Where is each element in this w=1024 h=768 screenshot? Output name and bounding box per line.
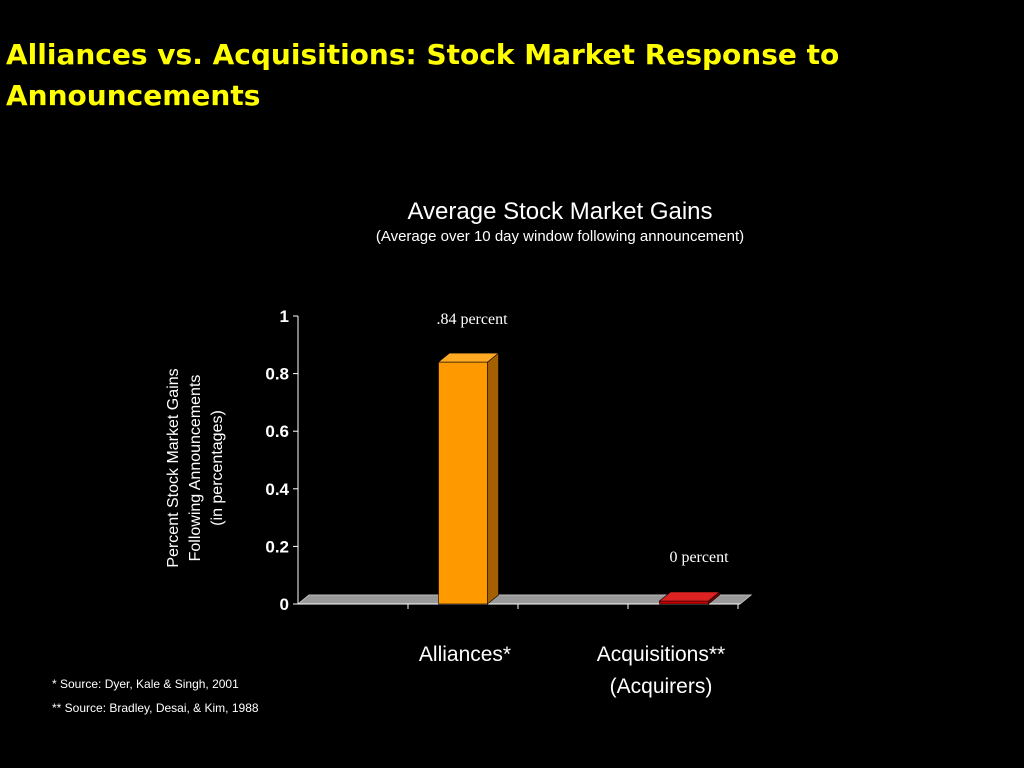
chart-title: Average Stock Market Gains [407, 198, 713, 225]
y-tick-label: 0 [280, 595, 289, 614]
data-label: .84 percent [436, 311, 508, 328]
y-tick-label: 1 [280, 307, 289, 326]
footnote-2: ** Source: Bradley, Desai, & Kim, 1988 [52, 701, 259, 715]
bar-group [658, 591, 721, 605]
bar [659, 600, 709, 605]
bar [438, 361, 488, 605]
chart-subtitle: (Average over 10 day window following an… [375, 228, 745, 245]
footnote-1: * Source: Dyer, Kale & Singh, 2001 [52, 677, 239, 691]
y-tick-label: 0.4 [265, 480, 289, 499]
x-category-label: Acquisitions** [597, 643, 725, 666]
bar-top [437, 352, 500, 363]
y-tick-label: 0.2 [265, 537, 289, 556]
slide-title: Alliances vs. Acquisitions: Stock Market… [6, 38, 840, 112]
bar-group [437, 352, 500, 605]
bar-top [658, 591, 721, 602]
data-label: 0 percent [669, 549, 729, 566]
y-tick-label: 0.6 [265, 422, 289, 441]
footnotes: * Source: Dyer, Kale & Singh, 2001 ** So… [52, 672, 259, 720]
y-tick-label: 0.8 [265, 365, 289, 384]
x-category-label: (Acquirers) [610, 675, 713, 698]
chart-heading: Average Stock Market Gains (Average over… [290, 197, 830, 247]
x-category-label: Alliances* [419, 643, 511, 666]
bar-side [487, 352, 499, 605]
